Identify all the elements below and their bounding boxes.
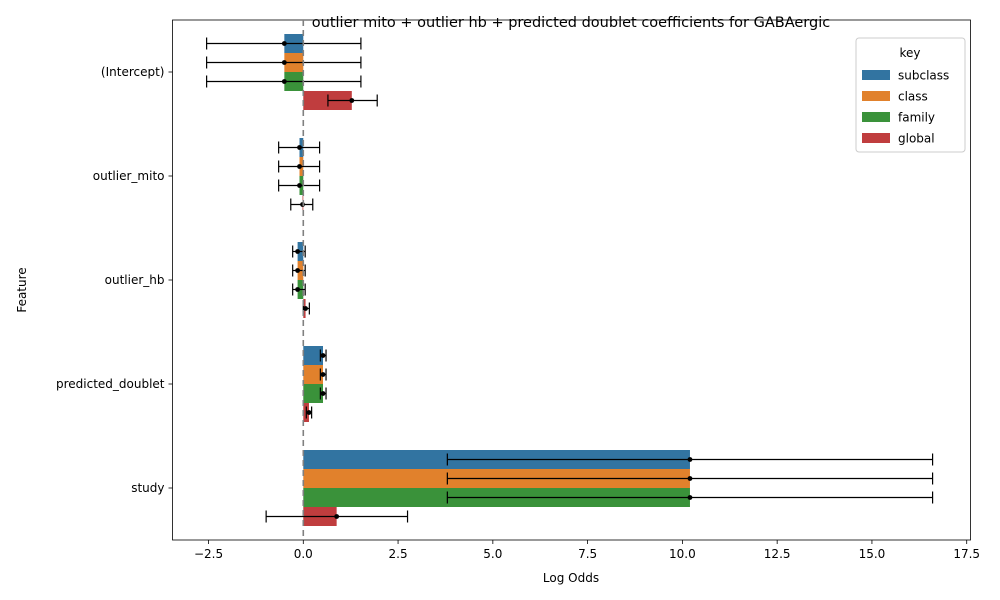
x-tick-label: 17.5 (953, 547, 980, 561)
point-subclass-(Intercept) (281, 41, 287, 46)
y-axis-label: Feature (15, 267, 29, 312)
point-global-(Intercept) (349, 98, 355, 103)
y-tick-label: (Intercept) (101, 65, 165, 79)
legend-swatch-global (862, 133, 890, 143)
point-class-(Intercept) (281, 60, 287, 65)
x-axis-label: Log Odds (543, 571, 599, 585)
legend-title: key (899, 46, 920, 60)
point-family-study (687, 495, 693, 500)
legend-label-global: global (898, 132, 935, 146)
x-tick-label: 12.5 (764, 547, 791, 561)
point-global-outlier_hb (303, 306, 308, 311)
legend: key subclass class family global (855, 37, 966, 153)
x-tick-label: −2.5 (194, 547, 223, 561)
bar-subclass-predicted_doublet (303, 346, 324, 365)
point-family-outlier_mito (297, 183, 302, 188)
chart-title: outlier mito + outlier hb + predicted do… (312, 15, 830, 31)
point-global-predicted_doublet (306, 410, 312, 415)
legend-items: subclass class family global (862, 69, 949, 146)
x-tick-label: 10.0 (669, 547, 696, 561)
point-family-(Intercept) (281, 79, 287, 84)
y-tick-label: outlier_mito (93, 169, 165, 183)
legend-swatch-family (862, 112, 890, 122)
legend-label-subclass: subclass (898, 69, 949, 83)
x-tick-label: 2.5 (389, 547, 408, 561)
legend-label-family: family (898, 111, 935, 125)
point-family-outlier_hb (295, 287, 301, 292)
bar-family-predicted_doublet (303, 384, 324, 403)
bar-class-predicted_doublet (303, 365, 324, 384)
point-subclass-predicted_doublet (320, 353, 326, 358)
point-class-study (687, 476, 693, 481)
legend-swatch-subclass (862, 70, 890, 80)
point-class-outlier_mito (297, 164, 302, 169)
y-axis: (Intercept) outlier_mito outlier_hbpredict… (56, 65, 173, 495)
legend-label-class: class (898, 90, 928, 104)
point-global-study (334, 514, 340, 519)
x-axis: −2.5 0.0 2.5 5.0 7.5 10.0 12.5 15.0 17.5 (194, 540, 980, 561)
x-tick-label: 15.0 (859, 547, 886, 561)
point-class-predicted_doublet (320, 372, 326, 377)
x-tick-label: 7.5 (578, 547, 597, 561)
errorbars-group (206, 20, 934, 540)
point-family-predicted_doublet (320, 391, 326, 396)
y-tick-label: outlier_hb (105, 273, 165, 287)
point-subclass-outlier_mito (297, 145, 302, 150)
legend-swatch-class (862, 91, 890, 101)
point-subclass-study (687, 457, 693, 462)
x-tick-label: 0.0 (294, 547, 313, 561)
y-tick-label: study (131, 481, 164, 495)
x-tick-label: 5.0 (483, 547, 502, 561)
point-class-outlier_hb (295, 268, 301, 273)
y-tick-label: predicted_doublet (56, 377, 165, 391)
point-subclass-outlier_hb (295, 249, 301, 254)
legend-frame (855, 37, 966, 153)
